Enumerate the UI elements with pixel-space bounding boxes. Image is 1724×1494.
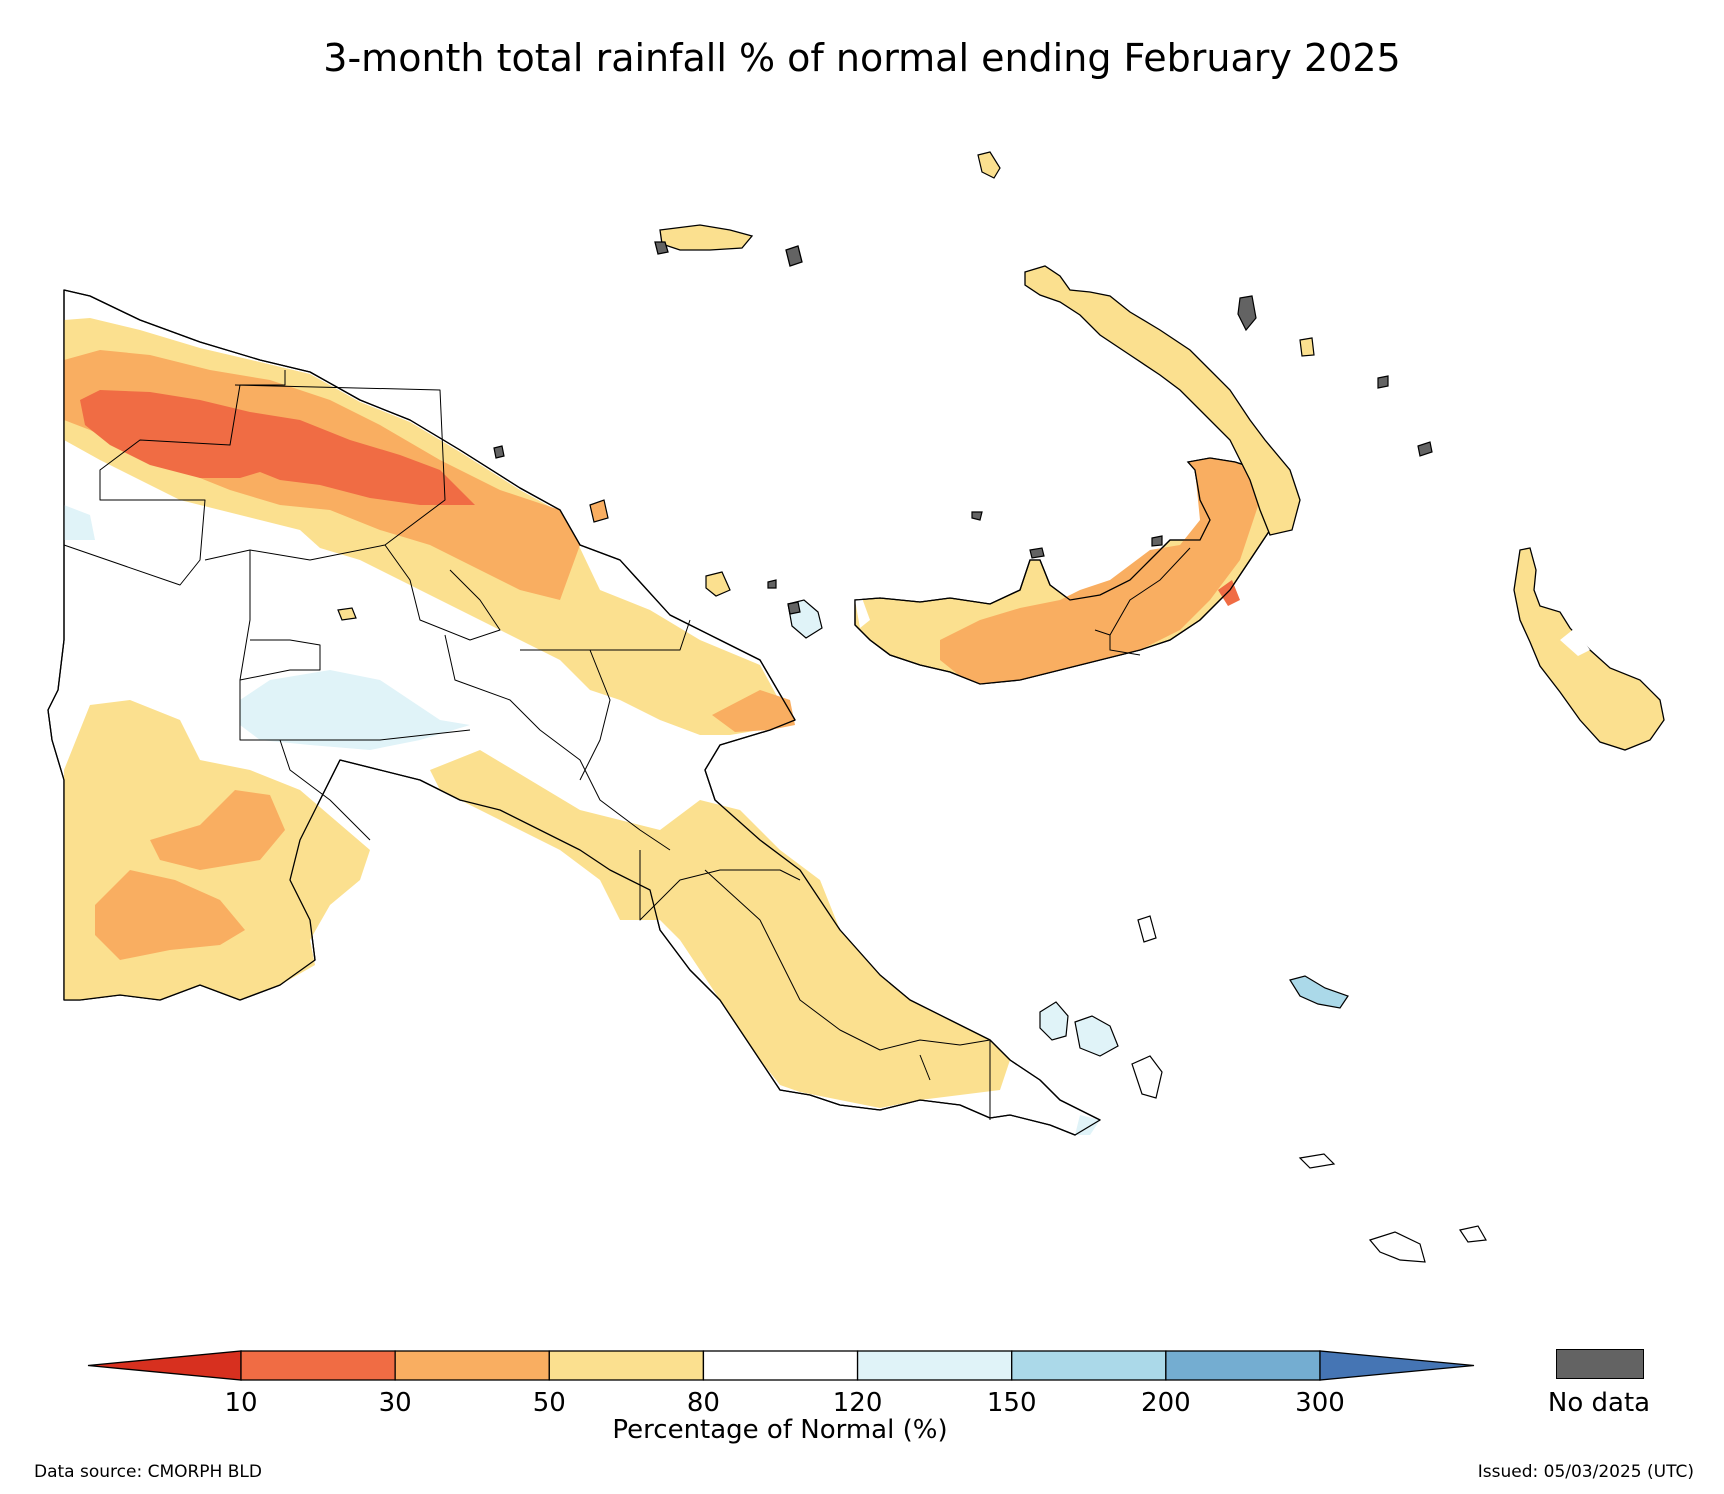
colorbar-tick-label: 300 [1295, 1388, 1345, 1418]
colorbar-extend-high [1319, 1350, 1475, 1381]
map-title: 3-month total rainfall % of normal endin… [323, 36, 1401, 80]
new-ireland [1024, 265, 1301, 536]
colorbar-segment [1011, 1350, 1167, 1381]
province-borders [63, 370, 991, 1120]
colorbar-tick-label: 80 [686, 1388, 720, 1418]
bougainville [1513, 547, 1665, 751]
colorbar-tick-label: 50 [532, 1388, 566, 1418]
small-islands [337, 151, 1433, 639]
colorbar-segment [702, 1350, 859, 1381]
colorbar-segment [394, 1350, 550, 1381]
zone-120-150-central [240, 670, 470, 750]
colorbar [87, 1350, 1475, 1381]
milne-bay-islands [1039, 915, 1487, 1263]
zone-120-150-west [64, 505, 95, 540]
data-source: Data source: CMORPH BLD [34, 1462, 262, 1482]
colorbar-segment [856, 1350, 1013, 1381]
zone-50-80-southeast [430, 750, 1010, 1108]
colorbar-extend-low [87, 1350, 242, 1381]
colorbar-tick-label: 10 [224, 1388, 258, 1418]
colorbar-segment [240, 1350, 396, 1381]
colorbar-tick-label: 30 [378, 1388, 412, 1418]
zone-30-50-south-b [95, 870, 245, 960]
no-data-label: No data [1547, 1388, 1651, 1418]
zone-30-50-east-tip [712, 690, 795, 732]
zone-120-150-se-tip [1075, 1115, 1100, 1135]
issued-date: Issued: 05/03/2025 (UTC) [1477, 1462, 1694, 1482]
zone-30-50-south-a [150, 790, 285, 870]
colorbar-tick-label: 200 [1141, 1388, 1191, 1418]
manus-island [654, 224, 803, 267]
colorbar-segment [1165, 1350, 1321, 1381]
new-britain [854, 457, 1283, 685]
colorbar-tick-label: 150 [986, 1388, 1037, 1418]
no-data-swatch [1556, 1349, 1644, 1379]
colorbar-segment [548, 1350, 705, 1381]
colorbar-tick-label: 120 [832, 1388, 883, 1418]
colorbar-title: Percentage of Normal (%) [612, 1415, 948, 1445]
zone-10-30-north [80, 390, 475, 505]
mainland-coast [47, 289, 1101, 1136]
mainland [47, 289, 1101, 1136]
